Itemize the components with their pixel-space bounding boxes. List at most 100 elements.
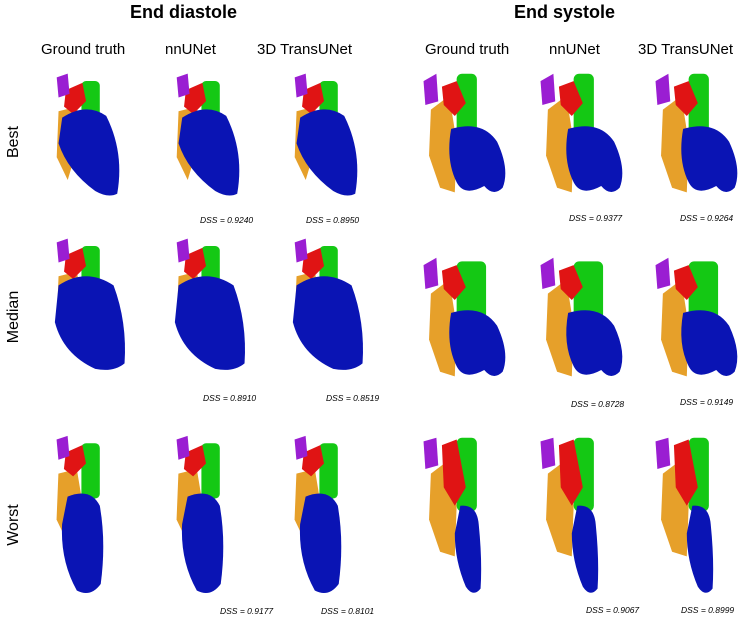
atrium-segment <box>558 439 583 506</box>
pulmonary-veins-segment <box>56 435 70 460</box>
pulmonary-veins-segment <box>294 435 308 460</box>
aorta-segment <box>201 81 220 118</box>
atrium-segment <box>64 82 87 114</box>
heart-render-systole-best-ground-truth <box>418 66 533 236</box>
dss-systole-worst-nnunet: DSS = 0.9067 <box>586 605 640 615</box>
dss-systole-best-nnunet: DSS = 0.9377 <box>569 213 623 223</box>
aorta-segment <box>81 246 100 283</box>
aorta-segment <box>201 246 220 283</box>
left-ventricle-segment <box>566 126 623 192</box>
left-ventricle-segment <box>681 126 738 192</box>
aorta-segment <box>81 81 100 118</box>
myocardium-segment <box>429 95 457 193</box>
heart-render-diastole-worst-nnunet <box>160 425 275 605</box>
aorta-segment <box>573 261 604 326</box>
dss-systole-best-transunet: DSS = 0.9264 <box>680 213 734 223</box>
pulmonary-veins-segment <box>176 73 190 98</box>
pulmonary-veins-segment <box>655 437 671 469</box>
heart-render-diastole-worst-3d-transunet <box>278 425 393 605</box>
pulmonary-veins-segment <box>423 437 439 469</box>
atrium-segment <box>63 445 86 477</box>
pulmonary-veins-segment <box>294 238 308 263</box>
left-ventricle-segment <box>449 310 506 376</box>
pulmonary-veins-segment <box>540 257 556 289</box>
myocardium-segment <box>661 279 689 377</box>
pulmonary-veins-segment <box>423 73 439 105</box>
heart-render-systole-median-ground-truth <box>418 250 533 420</box>
pulmonary-veins-segment <box>540 437 556 469</box>
heart-render-systole-best-nnunet <box>535 66 650 236</box>
heart-render-diastole-median-ground-truth <box>40 235 155 400</box>
row-label-median: Median <box>5 290 22 344</box>
heart-render-diastole-median-nnunet <box>160 235 275 400</box>
atrium-segment <box>441 439 466 506</box>
atrium-segment <box>302 82 325 114</box>
row-label-worst: Worst <box>5 504 22 546</box>
heart-render-diastole-best-ground-truth <box>40 70 155 235</box>
left-ventricle-segment <box>292 276 363 370</box>
heart-render-systole-median-3d-transunet <box>650 250 755 420</box>
atrium-segment <box>558 81 583 117</box>
left-ventricle-segment <box>571 505 599 593</box>
aorta-segment <box>456 73 477 139</box>
column-header-systole-nnunet: nnUNet <box>549 41 600 58</box>
heart-render-systole-worst-3d-transunet <box>650 425 755 605</box>
dss-diastole-best-nnunet: DSS = 0.9240 <box>200 215 254 225</box>
heart-render-systole-worst-ground-truth <box>418 425 533 605</box>
pulmonary-veins-segment <box>176 238 190 263</box>
aorta-segment <box>81 443 100 499</box>
dss-systole-median-nnunet: DSS = 0.8728 <box>571 399 625 409</box>
left-ventricle-segment <box>58 109 120 196</box>
dss-systole-median-transunet: DSS = 0.9149 <box>680 397 734 407</box>
aorta-segment <box>573 73 594 139</box>
heart-render-systole-median-nnunet <box>535 250 650 420</box>
heart-render-systole-best-3d-transunet <box>650 66 755 236</box>
left-ventricle-segment <box>296 109 358 196</box>
left-ventricle-segment <box>686 505 714 593</box>
heart-render-diastole-median-3d-transunet <box>278 235 393 400</box>
dss-diastole-worst-transunet: DSS = 0.8101 <box>321 606 375 616</box>
myocardium-segment <box>661 95 689 193</box>
left-ventricle-segment <box>449 126 506 192</box>
left-ventricle-segment <box>181 493 224 593</box>
dss-diastole-median-nnunet: DSS = 0.8910 <box>203 393 257 403</box>
left-ventricle-segment <box>299 493 342 593</box>
atrium-segment <box>441 265 466 301</box>
myocardium-segment <box>546 279 574 377</box>
aorta-segment <box>319 81 338 118</box>
dss-diastole-median-transunet: DSS = 0.8519 <box>326 393 380 403</box>
left-ventricle-segment <box>54 276 125 370</box>
atrium-segment <box>183 445 206 477</box>
aorta-segment <box>319 443 338 499</box>
atrium-segment <box>301 445 324 477</box>
pulmonary-veins-segment <box>56 238 70 263</box>
atrium-segment <box>441 81 466 117</box>
column-header-diastole-3d-transunet: 3D TransUNet <box>257 41 353 58</box>
atrium-segment <box>302 247 325 279</box>
atrium-segment <box>184 82 207 114</box>
aorta-segment <box>201 443 220 499</box>
pulmonary-veins-segment <box>655 73 671 105</box>
left-ventricle-segment <box>681 310 738 376</box>
aorta-segment <box>688 261 719 326</box>
aorta-segment <box>688 73 709 139</box>
atrium-segment <box>64 247 87 279</box>
column-header-diastole-ground-truth: Ground truth <box>41 41 126 58</box>
pulmonary-veins-segment <box>423 257 439 289</box>
heart-render-diastole-worst-ground-truth <box>40 425 155 605</box>
left-ventricle-segment <box>566 310 623 376</box>
atrium-segment <box>673 265 698 301</box>
aorta-segment <box>456 261 487 326</box>
heart-render-diastole-best-3d-transunet <box>278 70 393 235</box>
myocardium-segment <box>546 95 574 193</box>
dss-systole-worst-transunet: DSS = 0.8999 <box>681 605 735 615</box>
myocardium-segment <box>429 279 457 377</box>
pulmonary-veins-segment <box>655 257 671 289</box>
left-ventricle-segment <box>178 109 240 196</box>
pulmonary-veins-segment <box>540 73 556 105</box>
left-ventricle-segment <box>174 276 245 370</box>
heart-render-systole-worst-nnunet <box>535 425 650 605</box>
section-title-end-systole: End systole <box>514 2 616 22</box>
left-ventricle-segment <box>61 493 104 593</box>
left-ventricle-segment <box>454 505 482 593</box>
